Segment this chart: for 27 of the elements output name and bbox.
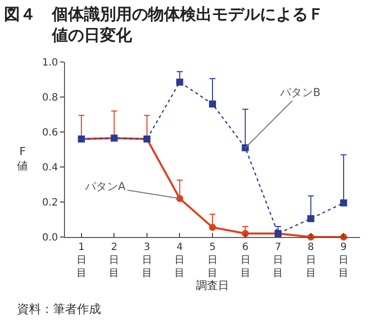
y-tick-label: 0.8 xyxy=(42,92,58,104)
text: パタンA xyxy=(84,180,126,193)
x-tick-label: 2日目 xyxy=(109,242,120,279)
y-tick-label: 1.0 xyxy=(42,58,58,68)
y-tick-label: 0.0 xyxy=(42,232,58,244)
x-tick-label: 7日目 xyxy=(273,242,284,279)
point xyxy=(307,215,314,222)
x-tick-label: 5日目 xyxy=(208,242,218,279)
point xyxy=(176,78,184,86)
x-tick-label: 3日目 xyxy=(142,242,152,279)
x-axis-title: 調査日 xyxy=(196,279,229,292)
point xyxy=(242,144,249,152)
text: パタンB xyxy=(279,86,321,99)
point xyxy=(340,199,348,206)
y-axis-title: F値 xyxy=(17,145,28,172)
y-tick-label: 0.2 xyxy=(42,198,58,208)
x-tick-label: 1日目 xyxy=(76,242,86,279)
x-tick-label: 9日目 xyxy=(338,242,349,279)
chart-title: 図４ 個体識別用の物体検出モデルによるＦ値の日変化 xyxy=(4,4,324,44)
x-tick-label: 6日目 xyxy=(240,242,250,279)
x-tick-label: 8日目 xyxy=(306,242,316,279)
text: 資料：筆者作成 xyxy=(17,302,101,316)
x-tick-label: 4日目 xyxy=(174,242,185,279)
point xyxy=(209,224,216,231)
y-tick-label: 0.6 xyxy=(42,128,58,138)
y-tick-label: 0.4 xyxy=(42,162,58,174)
point xyxy=(209,100,216,108)
